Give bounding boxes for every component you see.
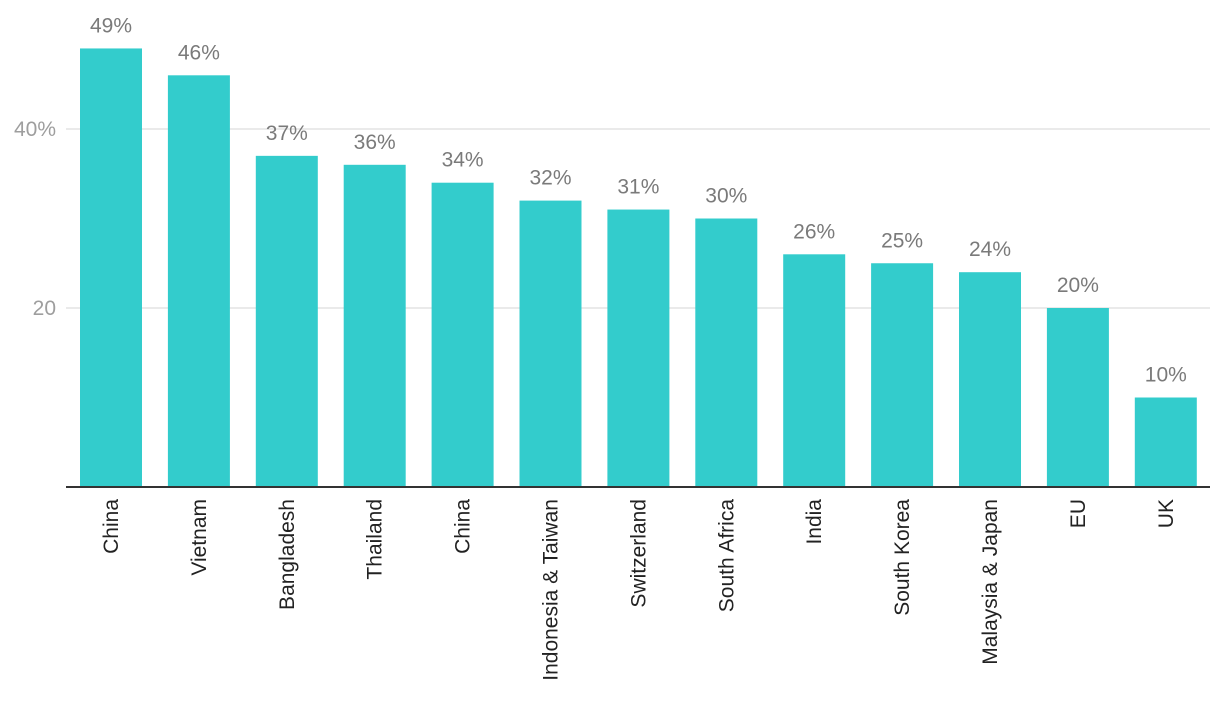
- x-category-label: UK: [1155, 499, 1178, 528]
- bar-value-label: 26%: [793, 220, 835, 243]
- x-category-label: South Africa: [715, 499, 738, 613]
- bar: [695, 218, 758, 487]
- bar: [1134, 397, 1197, 487]
- x-category-label: Malaysia & Japan: [979, 499, 1002, 665]
- bar-value-label: 30%: [705, 185, 747, 208]
- x-category-label: South Korea: [891, 499, 914, 616]
- bar-value-label: 31%: [617, 176, 659, 199]
- bar-value-label: 25%: [881, 229, 923, 252]
- x-category-label: Bangladesh: [276, 499, 299, 610]
- bar: [167, 75, 230, 488]
- bar: [871, 263, 934, 487]
- bar-value-label: 24%: [969, 238, 1011, 261]
- bar-value-label: 10%: [1145, 364, 1187, 387]
- x-category-label: China: [452, 499, 475, 554]
- y-tick-label: 20: [33, 297, 56, 320]
- bar-value-label: 36%: [354, 131, 396, 154]
- x-category-label: EU: [1067, 499, 1090, 528]
- bar: [607, 209, 670, 488]
- bar: [1046, 308, 1109, 487]
- y-axis-ticks: 20 40%: [14, 118, 56, 320]
- x-category-label: Vietnam: [188, 499, 211, 576]
- bar: [783, 254, 846, 487]
- bar: [255, 155, 318, 487]
- bars: [80, 48, 1197, 488]
- x-axis-category-labels: China Vietnam Bangladesh Thailand China Indon…: [100, 499, 1178, 681]
- bar-value-labels: 49% 46% 37% 36% 34% 32% 31% 30% 26% 25% 24% 20% 10%: [90, 14, 1187, 386]
- x-category-label: Switzerland: [627, 499, 650, 608]
- x-category-label: China: [100, 499, 123, 554]
- bar: [80, 48, 142, 487]
- bar-value-label: 37%: [266, 122, 308, 145]
- bar: [431, 182, 494, 487]
- y-tick-label: 40%: [14, 118, 56, 141]
- bar: [519, 200, 582, 487]
- bar: [959, 272, 1021, 487]
- bar-value-label: 34%: [442, 149, 484, 172]
- x-category-label: India: [803, 499, 826, 545]
- bar-value-label: 32%: [529, 167, 571, 190]
- x-category-label: Indonesia & Taiwan: [540, 499, 563, 681]
- x-category-label: Thailand: [364, 499, 387, 580]
- bar-value-label: 20%: [1057, 274, 1099, 297]
- bar: [343, 164, 406, 488]
- bar-value-label: 49%: [90, 14, 132, 37]
- bar-value-label: 46%: [178, 41, 220, 64]
